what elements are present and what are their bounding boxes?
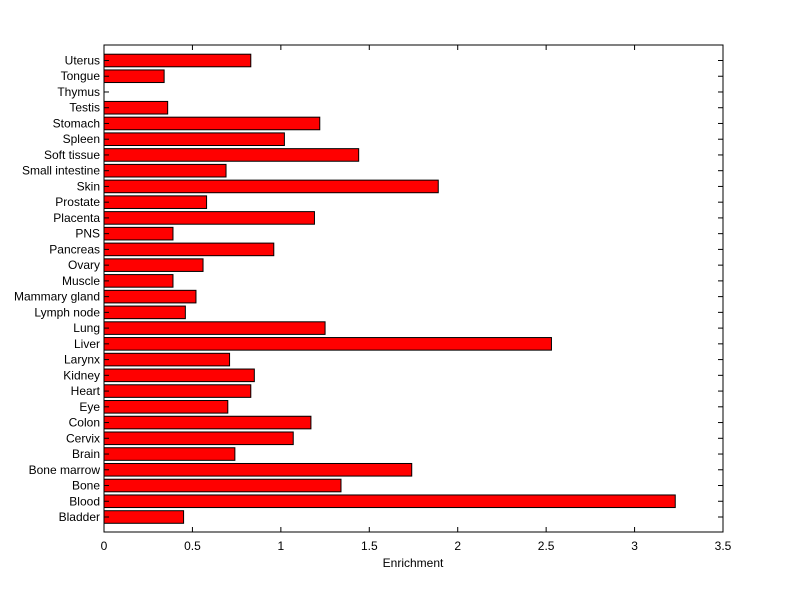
bar-small-intestine (103, 163, 227, 178)
y-tick-label: Lung (73, 321, 100, 335)
bar-placenta (103, 211, 315, 225)
bar-pancreas (103, 242, 275, 257)
bar-kidney (103, 368, 255, 383)
x-tick-label: 1 (278, 539, 285, 553)
y-tick-label: Ovary (68, 258, 100, 272)
y-tick-label: PNS (75, 227, 100, 241)
x-ticks-group: 0 0.5 1 1.5 2 2.5 3 3.5 (101, 45, 732, 553)
y-tick-label: Lymph node (34, 305, 100, 319)
y-tick-label: Placenta (53, 211, 100, 225)
bar-pns (103, 226, 174, 241)
bar-ovary (103, 258, 204, 272)
y-tick-label: Pancreas (49, 242, 100, 256)
y-tick-label: Prostate (55, 195, 100, 209)
y-tick-label: Kidney (63, 368, 100, 382)
x-tick-label: 2.5 (538, 539, 555, 553)
y-tick-label: Cervix (66, 431, 100, 445)
y-tick-label: Bone (72, 479, 100, 493)
bar-stomach (103, 116, 321, 131)
y-tick-label: Tongue (61, 69, 101, 83)
y-tick-label: Blood (69, 494, 100, 508)
x-axis-title: Enrichment (383, 556, 444, 570)
y-tick-label: Eye (79, 400, 100, 414)
bar-heart (103, 384, 252, 398)
bar-mammary-gland (103, 289, 197, 304)
y-tick-label: Brain (72, 447, 100, 461)
bars-group (103, 53, 676, 524)
x-tick-label: 0.5 (184, 539, 201, 553)
bar-lung (103, 321, 326, 335)
bar-colon (103, 415, 312, 430)
bar-prostate (103, 195, 208, 209)
bar-muscle (103, 274, 174, 288)
bar-tongue (103, 69, 165, 84)
bar-bone (103, 478, 342, 493)
y-tick-label: Soft tissue (44, 148, 100, 162)
x-tick-label: 0 (101, 539, 108, 553)
bar-testis (103, 100, 169, 115)
x-tick-label: 1.5 (361, 539, 378, 553)
y-tick-label: Stomach (53, 116, 100, 130)
y-tick-label: Colon (69, 416, 100, 430)
bar-larynx (103, 352, 231, 367)
x-tick-label: 3.5 (715, 539, 732, 553)
y-tick-label: Heart (71, 384, 101, 398)
y-tick-label: Skin (77, 179, 100, 193)
y-tick-label: Thymus (57, 85, 100, 99)
bar-lymph-node (103, 305, 186, 320)
bar-spleen (103, 132, 285, 147)
x-tick-label: 3 (631, 539, 638, 553)
bar-cervix (103, 431, 294, 446)
y-tick-label: Liver (74, 337, 100, 351)
y-tick-label: Spleen (63, 132, 100, 146)
y-tick-label: Uterus (65, 54, 100, 68)
bar-bladder (103, 510, 185, 524)
y-tick-label: Muscle (62, 274, 100, 288)
y-tick-label: Mammary gland (14, 290, 100, 304)
bar-blood (103, 494, 676, 509)
y-tick-label: Testis (69, 101, 100, 115)
bar-eye (103, 400, 229, 414)
bar-brain (103, 447, 236, 461)
bar-bone-marrow (103, 462, 413, 477)
bar-uterus (103, 53, 252, 68)
y-tick-label: Bone marrow (29, 463, 101, 477)
x-tick-label: 2 (454, 539, 461, 553)
bar-liver (103, 337, 552, 351)
y-tick-label: Small intestine (22, 164, 100, 178)
y-tick-label: Bladder (59, 510, 100, 524)
bar-skin (103, 179, 439, 194)
y-tick-label: Larynx (64, 353, 100, 367)
bar-soft-tissue (103, 148, 360, 162)
